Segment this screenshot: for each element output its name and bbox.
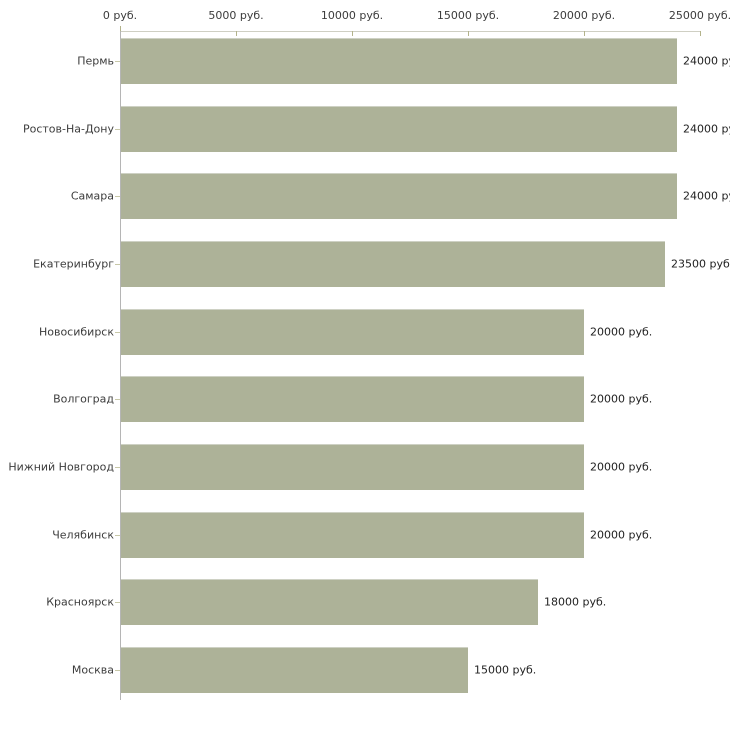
y-axis-tick-mark <box>115 264 120 265</box>
y-axis-tick-mark <box>115 670 120 671</box>
x-axis-line <box>120 31 701 32</box>
x-axis-tick-mark <box>352 31 353 36</box>
x-axis-tick-label: 10000 руб. <box>320 9 384 22</box>
bar <box>121 376 584 422</box>
bar <box>121 241 665 287</box>
bar-row: Ростов-На-Дону 24000 руб. <box>0 106 730 152</box>
y-axis-tick-mark <box>115 602 120 603</box>
x-axis-tick-label: 5000 руб. <box>208 9 264 22</box>
x-axis-tick-label: 20000 руб. <box>552 9 616 22</box>
x-axis-tick-mark <box>584 31 585 36</box>
x-axis-tick-label: 0 руб. <box>102 9 138 22</box>
category-label: Екатеринбург <box>33 257 114 271</box>
value-label: 20000 руб. <box>590 528 653 542</box>
bar-row: Нижний Новгород 20000 руб. <box>0 444 730 490</box>
x-axis-tick-label: 25000 руб. <box>668 9 730 22</box>
value-label: 20000 руб. <box>590 325 653 339</box>
bar-row: Москва 15000 руб. <box>0 647 730 693</box>
bar-row: Пермь 24000 руб. <box>0 38 730 84</box>
x-axis-tick-mark <box>236 31 237 36</box>
value-label: 23500 руб. <box>671 257 730 271</box>
bar-row: Новосибирск 20000 руб. <box>0 309 730 355</box>
category-label: Челябинск <box>52 528 114 542</box>
category-label: Волгоград <box>53 392 114 406</box>
x-axis-tick-mark <box>700 31 701 36</box>
value-label: 24000 руб. <box>683 54 730 68</box>
value-label: 15000 руб. <box>474 663 537 677</box>
bar <box>121 106 677 152</box>
y-axis-tick-mark <box>115 61 120 62</box>
category-label: Новосибирск <box>38 325 114 339</box>
y-axis-tick-mark <box>115 467 120 468</box>
category-label: Ростов-На-Дону <box>22 122 114 136</box>
y-axis-tick-mark <box>115 399 120 400</box>
bar <box>121 647 468 693</box>
bar <box>121 444 584 490</box>
bar <box>121 309 584 355</box>
value-label: 20000 руб. <box>590 392 653 406</box>
category-label: Красноярск <box>46 595 114 609</box>
category-label: Самара <box>70 189 114 203</box>
bar-row: Челябинск 20000 руб. <box>0 512 730 558</box>
y-axis-tick-mark <box>115 332 120 333</box>
bar <box>121 173 677 219</box>
x-axis-tick-label: 15000 руб. <box>436 9 500 22</box>
bar-row: Волгоград 20000 руб. <box>0 376 730 422</box>
value-label: 24000 руб. <box>683 122 730 136</box>
bar <box>121 512 584 558</box>
category-label: Москва <box>71 663 114 677</box>
x-axis-tick-mark <box>120 26 121 31</box>
value-label: 18000 руб. <box>544 595 607 609</box>
x-axis-tick-mark <box>468 31 469 36</box>
bar <box>121 579 538 625</box>
value-label: 24000 руб. <box>683 189 730 203</box>
bar-row: Екатеринбург 23500 руб. <box>0 241 730 287</box>
value-label: 20000 руб. <box>590 460 653 474</box>
bar-row: Красноярск 18000 руб. <box>0 579 730 625</box>
y-axis-tick-mark <box>115 535 120 536</box>
bar <box>121 38 677 84</box>
category-label: Пермь <box>77 54 114 68</box>
category-label: Нижний Новгород <box>8 460 114 474</box>
y-axis-tick-mark <box>115 196 120 197</box>
y-axis-line <box>120 31 121 700</box>
y-axis-tick-mark <box>115 129 120 130</box>
bar-row: Самара 24000 руб. <box>0 173 730 219</box>
